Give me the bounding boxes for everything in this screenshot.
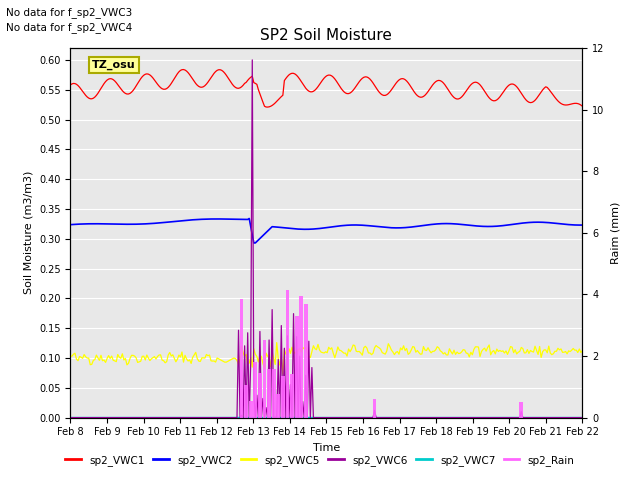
Y-axis label: Raim (mm): Raim (mm): [610, 202, 620, 264]
Bar: [272, 369, 276, 418]
Bar: [249, 401, 253, 418]
Text: No data for f_sp2_VWC4: No data for f_sp2_VWC4: [6, 22, 132, 33]
Bar: [276, 394, 280, 418]
Bar: [290, 374, 294, 418]
Text: TZ_osu: TZ_osu: [92, 60, 136, 70]
Bar: [304, 304, 308, 418]
Bar: [294, 315, 298, 418]
Bar: [258, 373, 262, 418]
Bar: [267, 369, 271, 418]
Bar: [285, 289, 289, 418]
Bar: [372, 399, 376, 418]
Y-axis label: Soil Moisture (m3/m3): Soil Moisture (m3/m3): [24, 171, 33, 295]
Bar: [239, 299, 243, 418]
X-axis label: Time: Time: [313, 443, 340, 453]
Bar: [300, 296, 303, 418]
Title: SP2 Soil Moisture: SP2 Soil Moisture: [260, 28, 392, 43]
Legend: sp2_VWC1, sp2_VWC2, sp2_VWC5, sp2_VWC6, sp2_VWC7, sp2_Rain: sp2_VWC1, sp2_VWC2, sp2_VWC5, sp2_VWC6, …: [61, 451, 579, 470]
Bar: [244, 385, 248, 418]
Bar: [281, 376, 285, 418]
Text: No data for f_sp2_VWC3: No data for f_sp2_VWC3: [6, 7, 132, 18]
Bar: [253, 361, 257, 418]
Bar: [262, 340, 266, 418]
Bar: [520, 402, 523, 418]
